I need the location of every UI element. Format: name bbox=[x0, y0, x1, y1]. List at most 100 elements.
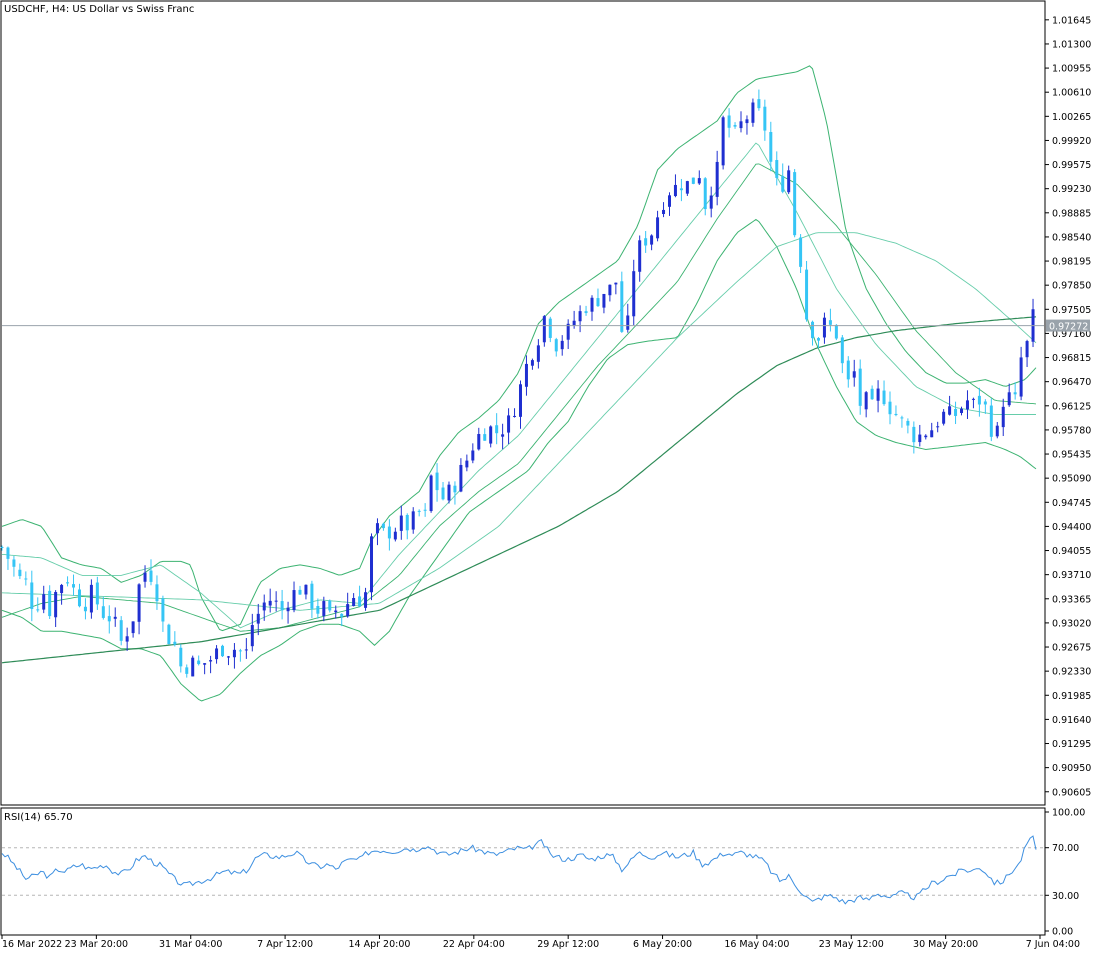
candle bbox=[942, 409, 946, 426]
candle bbox=[298, 585, 302, 595]
candle-body bbox=[822, 317, 826, 338]
candle bbox=[781, 163, 785, 194]
candle-body bbox=[954, 408, 958, 416]
candle bbox=[811, 320, 815, 346]
candle bbox=[560, 335, 564, 356]
price-tick-label: 0.93710 bbox=[1052, 570, 1091, 581]
current-price-tag[interactable]: 0.97272 bbox=[1046, 319, 1090, 333]
candle bbox=[6, 546, 10, 570]
candle bbox=[364, 587, 368, 611]
candle bbox=[721, 115, 725, 170]
candle-body bbox=[542, 316, 546, 343]
candle-body bbox=[656, 217, 660, 239]
candle bbox=[971, 397, 975, 409]
price-tick-label: 0.95090 bbox=[1052, 474, 1091, 485]
candle-body bbox=[900, 417, 904, 419]
candle-body bbox=[1019, 357, 1023, 397]
candle-body bbox=[679, 188, 683, 191]
main-chart-frame[interactable] bbox=[0, 0, 1046, 806]
candle-body bbox=[358, 596, 362, 607]
time-tick-label: 23 May 12:00 bbox=[819, 939, 884, 950]
candle-body bbox=[143, 572, 147, 582]
candle bbox=[620, 271, 624, 333]
candle-body bbox=[590, 297, 594, 312]
candle bbox=[411, 507, 415, 534]
price-axis: 1.01645 1.01300 1.00955 1.00610 1.00265 0.999… bbox=[1045, 15, 1091, 798]
candle-body bbox=[971, 398, 975, 400]
candle-body bbox=[691, 177, 695, 184]
candle bbox=[614, 282, 618, 295]
candle bbox=[24, 571, 28, 586]
candle-body bbox=[18, 569, 22, 577]
candle bbox=[524, 355, 528, 396]
time-tick-label: 6 May 20:00 bbox=[633, 939, 692, 950]
moving-average-medium bbox=[1, 232, 1037, 611]
price-tick-label: 0.93020 bbox=[1052, 618, 1091, 629]
candle-body bbox=[292, 590, 296, 611]
candle-body bbox=[816, 338, 820, 341]
candle bbox=[894, 405, 898, 417]
candle bbox=[101, 596, 105, 620]
candle bbox=[36, 597, 40, 613]
candle-body bbox=[1013, 392, 1017, 395]
price-tick-label: 0.97160 bbox=[1052, 329, 1091, 340]
time-tick-label: 22 Apr 04:00 bbox=[443, 939, 505, 950]
candle-body bbox=[477, 434, 481, 450]
candle bbox=[48, 585, 52, 620]
candle-body bbox=[834, 324, 838, 339]
candle-body bbox=[250, 625, 254, 647]
candle bbox=[232, 643, 236, 669]
candle bbox=[775, 151, 779, 186]
candle bbox=[578, 305, 582, 333]
candle-body bbox=[340, 613, 344, 617]
candle-body bbox=[673, 184, 677, 197]
price-tick-label: 0.94055 bbox=[1052, 546, 1091, 557]
candle-body bbox=[578, 311, 582, 322]
candle-body bbox=[995, 425, 999, 437]
candle-body bbox=[882, 390, 886, 405]
candle-body bbox=[393, 531, 397, 540]
candle bbox=[107, 605, 111, 634]
candle bbox=[530, 358, 534, 370]
candle bbox=[840, 335, 844, 374]
candle-body bbox=[155, 584, 159, 602]
candle-body bbox=[375, 523, 379, 534]
candle bbox=[995, 422, 999, 439]
candle-body bbox=[256, 613, 260, 624]
candle-body bbox=[715, 161, 719, 197]
candle bbox=[477, 427, 481, 451]
candle-body bbox=[89, 584, 93, 613]
candle-body bbox=[739, 121, 743, 129]
candle bbox=[447, 481, 451, 504]
candle bbox=[930, 422, 934, 438]
candle bbox=[77, 583, 81, 608]
price-tick-label: 0.98540 bbox=[1052, 232, 1091, 243]
candle bbox=[316, 598, 320, 619]
candle-body bbox=[405, 514, 409, 531]
candle bbox=[667, 192, 671, 216]
price-tick-label: 0.96815 bbox=[1052, 353, 1091, 364]
candle bbox=[513, 408, 517, 418]
candle bbox=[948, 395, 952, 416]
candle-body bbox=[965, 400, 969, 410]
candle-body bbox=[221, 645, 225, 657]
moving-average-fast bbox=[1, 142, 1036, 629]
rsi-tick-label: 100.00 bbox=[1052, 808, 1085, 819]
rsi-tick-label: 0.00 bbox=[1052, 927, 1073, 938]
time-tick-label: 7 Apr 12:00 bbox=[257, 939, 313, 950]
rsi-panel-frame[interactable] bbox=[0, 807, 1046, 936]
candle bbox=[858, 359, 862, 415]
price-tick-label: 0.93365 bbox=[1052, 594, 1091, 605]
candle bbox=[310, 580, 314, 619]
candle bbox=[119, 616, 123, 646]
price-tick-label: 0.90605 bbox=[1052, 787, 1091, 798]
candle bbox=[489, 425, 493, 448]
candle bbox=[262, 594, 266, 621]
candle bbox=[662, 202, 666, 218]
candle bbox=[536, 339, 540, 369]
candle bbox=[340, 613, 344, 627]
candle bbox=[912, 421, 916, 454]
price-tick-label: 0.91295 bbox=[1052, 739, 1091, 750]
candle bbox=[632, 259, 636, 325]
current-price-tag-background bbox=[1046, 319, 1090, 332]
